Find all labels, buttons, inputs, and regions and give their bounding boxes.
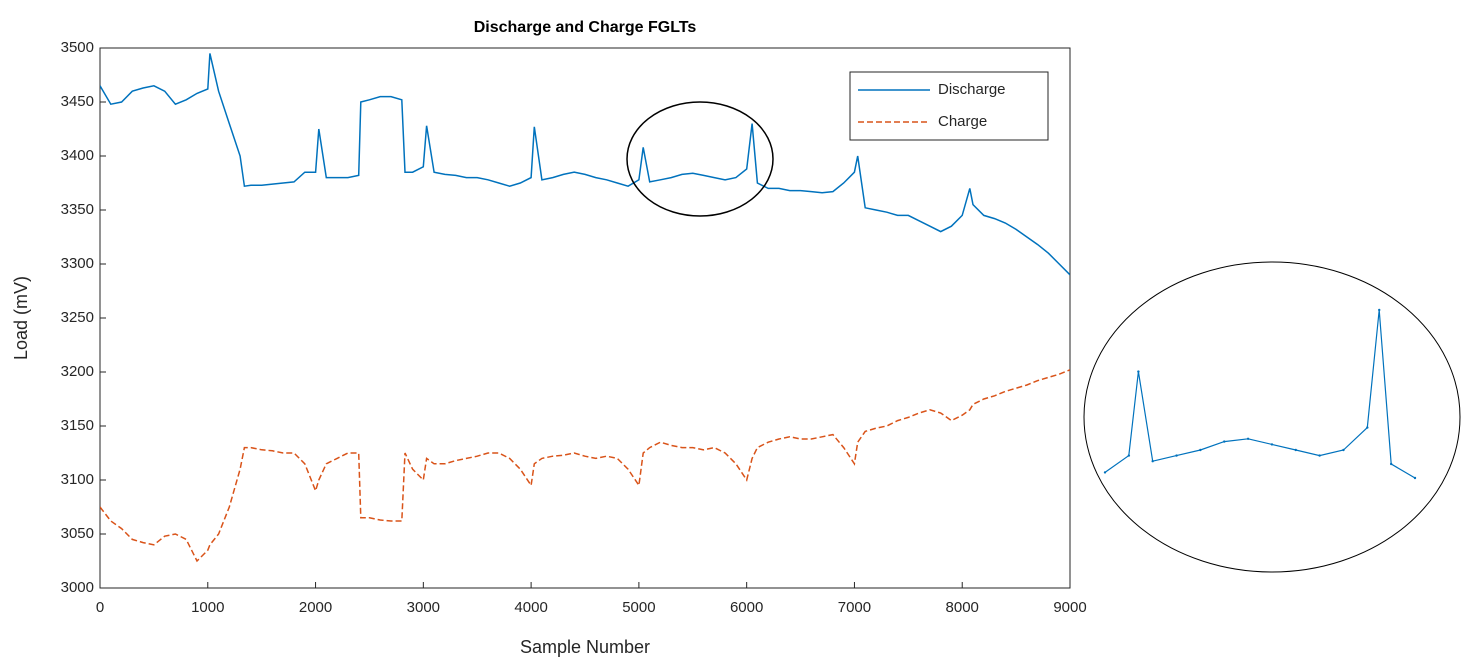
legend-label: Discharge bbox=[938, 81, 1006, 98]
series-line bbox=[100, 369, 1070, 563]
y-tick-label: 3150 bbox=[61, 417, 94, 434]
y-tick-label: 3450 bbox=[61, 93, 94, 110]
x-tick-label: 8000 bbox=[946, 599, 979, 616]
y-tick-label: 3050 bbox=[61, 525, 94, 542]
x-tick-label: 3000 bbox=[407, 599, 440, 616]
x-tick-label: 0 bbox=[96, 599, 104, 616]
x-tick-label: 2000 bbox=[299, 599, 332, 616]
x-tick-label: 5000 bbox=[622, 599, 655, 616]
y-tick-label: 3300 bbox=[61, 255, 94, 272]
series-line bbox=[100, 53, 1070, 276]
x-tick-label: 9000 bbox=[1053, 599, 1086, 616]
legend bbox=[849, 71, 1049, 141]
x-axis-label: Sample Number bbox=[520, 637, 650, 657]
y-axis-label: Load (mV) bbox=[11, 276, 31, 360]
x-tick-label: 7000 bbox=[838, 599, 871, 616]
x-tick-label: 6000 bbox=[730, 599, 763, 616]
chart-title: Discharge and Charge FGLTs bbox=[474, 19, 697, 36]
y-tick-label: 3400 bbox=[61, 147, 94, 164]
inset-line bbox=[1104, 309, 1416, 479]
inset-lines bbox=[1103, 308, 1417, 480]
legend-label: Charge bbox=[938, 113, 987, 130]
legend-box bbox=[849, 71, 1049, 141]
lines bbox=[100, 53, 1070, 563]
x-tick-label: 4000 bbox=[514, 599, 547, 616]
y-tick-label: 3200 bbox=[61, 363, 94, 380]
y-tick-label: 3000 bbox=[61, 579, 94, 596]
y-tick-label: 3100 bbox=[61, 471, 94, 488]
zoom-marker bbox=[626, 101, 774, 217]
x-tick-label: 1000 bbox=[191, 599, 224, 616]
y-tick-label: 3500 bbox=[61, 39, 94, 56]
zoom-inset bbox=[1083, 261, 1461, 573]
y-tick-label: 3350 bbox=[61, 201, 94, 218]
y-tick-label: 3250 bbox=[61, 309, 94, 326]
